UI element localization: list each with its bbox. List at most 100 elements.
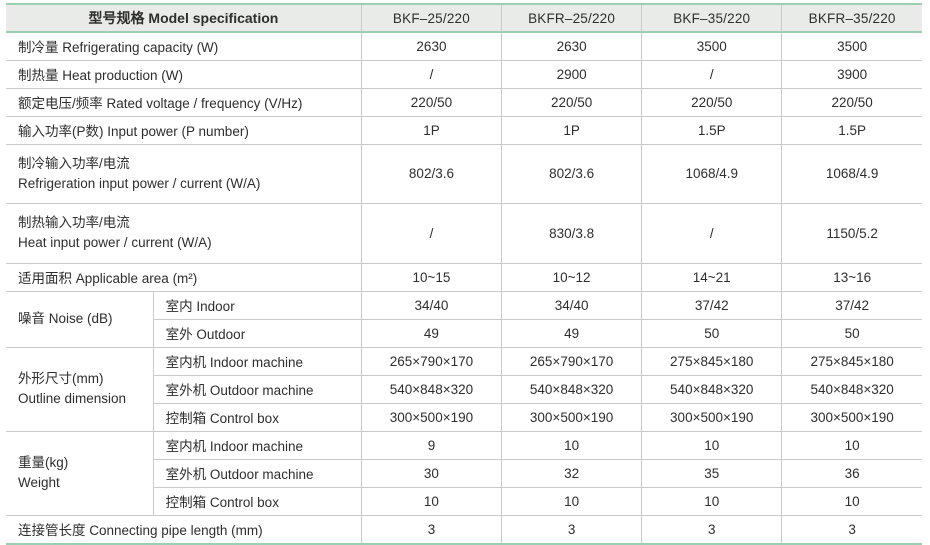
row-label-heat-production: 制热量 Heat production (W)	[5, 59, 362, 89]
value-cell: 220/50	[781, 87, 923, 117]
row-input-power: 输入功率(P数) Input power (P number) 1P 1P 1.…	[5, 115, 923, 145]
value-cell: 540×848×320	[781, 374, 923, 404]
label-line-en: Refrigeration input power / current (W/A…	[18, 175, 261, 191]
row-connecting-pipe: 连接管长度 Connecting pipe length (mm) 3 3 3 …	[5, 514, 923, 544]
value-cell: 50	[781, 318, 923, 348]
value-cell: 14~21	[641, 262, 783, 292]
value-cell: 3	[781, 514, 923, 544]
row-label-applicable-area: 适用面积 Applicable area (m²)	[5, 262, 362, 292]
label-line-zh: 外形尺寸(mm)	[18, 371, 104, 387]
row-heat-production: 制热量 Heat production (W) / 2900 / 3900	[5, 59, 923, 89]
row-rated-voltage: 额定电压/频率 Rated voltage / frequency (V/Hz)…	[5, 87, 923, 117]
value-cell: 1.5P	[781, 115, 923, 145]
group-label-noise: 噪音 Noise (dB)	[5, 290, 154, 348]
value-cell: 300×500×190	[501, 402, 643, 432]
value-cell: 10	[781, 430, 923, 460]
row-noise-indoor: 噪音 Noise (dB) 室内 Indoor 34/40 34/40 37/4…	[5, 290, 923, 348]
sub-label-noise-outdoor: 室外 Outdoor	[152, 318, 362, 348]
row-dimension-control-box: 控制箱 Control box 300×500×190 300×500×190 …	[6, 402, 923, 432]
value-cell: 802/3.6	[360, 143, 503, 204]
value-cell: 37/42	[641, 290, 783, 320]
sub-label-outdoor-machine: 室外机 Outdoor machine	[152, 458, 362, 488]
group-label-outline-dimension: 外形尺寸(mm) Outline dimension	[5, 346, 154, 432]
value-cell: 10~15	[360, 262, 503, 292]
row-label-refrigeration-input: 制冷输入功率/电流 Refrigeration input power / cu…	[5, 143, 362, 204]
value-cell: 32	[501, 458, 643, 488]
row-refrigerating-capacity: 制冷量 Refrigerating capacity (W) 2630 2630…	[5, 31, 923, 61]
value-cell: 10	[360, 486, 503, 516]
label-line-zh: 制冷输入功率/电流	[18, 155, 130, 171]
sub-label-indoor-machine: 室内机 Indoor machine	[152, 346, 362, 376]
value-cell: 2630	[501, 31, 643, 61]
value-cell: /	[360, 59, 503, 89]
value-cell: 3	[641, 514, 783, 544]
sub-label-control-box: 控制箱 Control box	[152, 486, 362, 516]
sub-label-control-box: 控制箱 Control box	[152, 402, 362, 432]
value-cell: 10	[641, 486, 783, 516]
value-cell: 10	[501, 486, 643, 516]
value-cell: /	[641, 59, 783, 89]
value-cell: 1068/4.9	[781, 143, 923, 204]
value-cell: 300×500×190	[641, 402, 783, 432]
value-cell: 300×500×190	[781, 402, 923, 432]
value-cell: 1150/5.2	[781, 203, 923, 264]
value-cell: 540×848×320	[501, 374, 643, 404]
spec-table: 型号规格 Model specification BKF–25/220 BKFR…	[5, 4, 923, 544]
spec-table-container: 型号规格 Model specification BKF–25/220 BKFR…	[5, 3, 923, 545]
value-cell: 49	[360, 318, 503, 348]
model-header-bkfr25: BKFR–25/220	[501, 4, 643, 33]
value-cell: 49	[501, 318, 643, 348]
model-header-bkfr35: BKFR–35/220	[781, 4, 923, 33]
value-cell: 2900	[501, 59, 643, 89]
value-cell: 1068/4.9	[641, 143, 783, 204]
value-cell: 9	[360, 430, 503, 460]
value-cell: 1.5P	[641, 115, 783, 145]
row-heat-input: 制热输入功率/电流 Heat input power / current (W/…	[5, 203, 923, 264]
row-label-rated-voltage: 额定电压/频率 Rated voltage / frequency (V/Hz)	[5, 87, 362, 117]
value-cell: 3500	[641, 31, 783, 61]
value-cell: 275×845×180	[641, 346, 783, 376]
value-cell: 30	[360, 458, 503, 488]
value-cell: 10	[501, 430, 643, 460]
value-cell: 37/42	[781, 290, 923, 320]
label-line-zh: 重量(kg)	[18, 455, 69, 471]
row-weight-outdoor-machine: 室外机 Outdoor machine 30 32 35 36	[6, 458, 923, 488]
value-cell: 34/40	[360, 290, 503, 320]
row-refrigeration-input: 制冷输入功率/电流 Refrigeration input power / cu…	[5, 143, 923, 204]
row-weight-control-box: 控制箱 Control box 10 10 10 10	[6, 486, 923, 516]
value-cell: 13~16	[781, 262, 923, 292]
value-cell: 1P	[501, 115, 643, 145]
value-cell: 300×500×190	[360, 402, 503, 432]
header-row: 型号规格 Model specification BKF–25/220 BKFR…	[5, 4, 923, 33]
row-weight-indoor-machine: 重量(kg) Weight 室内机 Indoor machine 9 10 10…	[5, 430, 923, 516]
value-cell: 36	[781, 458, 923, 488]
value-cell: 3500	[781, 31, 923, 61]
sub-label-indoor-machine: 室内机 Indoor machine	[152, 430, 362, 460]
value-cell: 265×790×170	[501, 346, 643, 376]
value-cell: 830/3.8	[501, 203, 643, 264]
sub-label-outdoor-machine: 室外机 Outdoor machine	[152, 374, 362, 404]
label-line-zh: 制热输入功率/电流	[18, 215, 130, 230]
label-line-en: Heat input power / current (W/A)	[18, 235, 212, 251]
label-line-en: Outline dimension	[18, 391, 127, 406]
row-noise-outdoor: 室外 Outdoor 49 49 50 50	[6, 318, 923, 348]
value-cell: 3	[501, 514, 643, 544]
value-cell: 540×848×320	[360, 374, 503, 404]
model-header-bkf25: BKF–25/220	[360, 4, 503, 33]
value-cell: 275×845×180	[781, 346, 923, 376]
value-cell: 10	[641, 430, 783, 460]
value-cell: 3900	[781, 59, 923, 89]
value-cell: 2630	[360, 31, 503, 61]
value-cell: 220/50	[360, 87, 503, 117]
value-cell: 1P	[360, 115, 503, 145]
value-cell: 10	[781, 486, 923, 516]
row-label-connecting-pipe: 连接管长度 Connecting pipe length (mm)	[5, 514, 362, 544]
table-title: 型号规格 Model specification	[5, 4, 362, 33]
row-label-refrigerating-capacity: 制冷量 Refrigerating capacity (W)	[5, 31, 362, 61]
value-cell: 35	[641, 458, 783, 488]
sub-label-noise-indoor: 室内 Indoor	[152, 290, 362, 320]
row-dimension-outdoor-machine: 室外机 Outdoor machine 540×848×320 540×848×…	[6, 374, 923, 404]
value-cell: 10~12	[501, 262, 643, 292]
value-cell: 265×790×170	[360, 346, 503, 376]
value-cell: 220/50	[641, 87, 783, 117]
